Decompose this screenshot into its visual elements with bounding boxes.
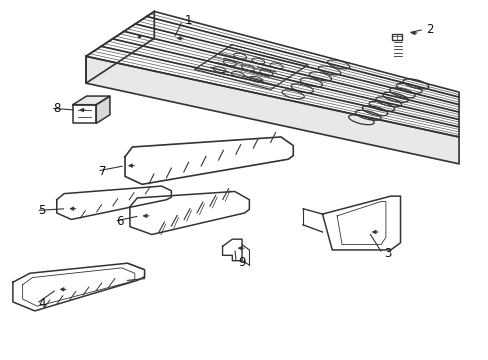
Polygon shape [130, 192, 249, 234]
Polygon shape [125, 137, 293, 184]
Text: 9: 9 [238, 256, 245, 269]
Text: 1: 1 [184, 14, 192, 27]
Text: 5: 5 [39, 204, 46, 217]
Polygon shape [322, 196, 400, 250]
Polygon shape [86, 12, 154, 83]
Polygon shape [73, 96, 110, 105]
Text: 2: 2 [425, 23, 433, 36]
Text: 7: 7 [99, 165, 106, 177]
Text: 4: 4 [39, 297, 46, 310]
Polygon shape [86, 56, 458, 164]
Polygon shape [222, 239, 242, 261]
Polygon shape [96, 96, 110, 123]
Text: 8: 8 [53, 102, 61, 115]
Polygon shape [13, 263, 144, 311]
Text: 6: 6 [116, 215, 123, 228]
Bar [391, 34, 401, 40]
Polygon shape [73, 105, 96, 123]
Polygon shape [86, 12, 458, 137]
Text: 3: 3 [384, 247, 391, 260]
Polygon shape [57, 186, 171, 220]
